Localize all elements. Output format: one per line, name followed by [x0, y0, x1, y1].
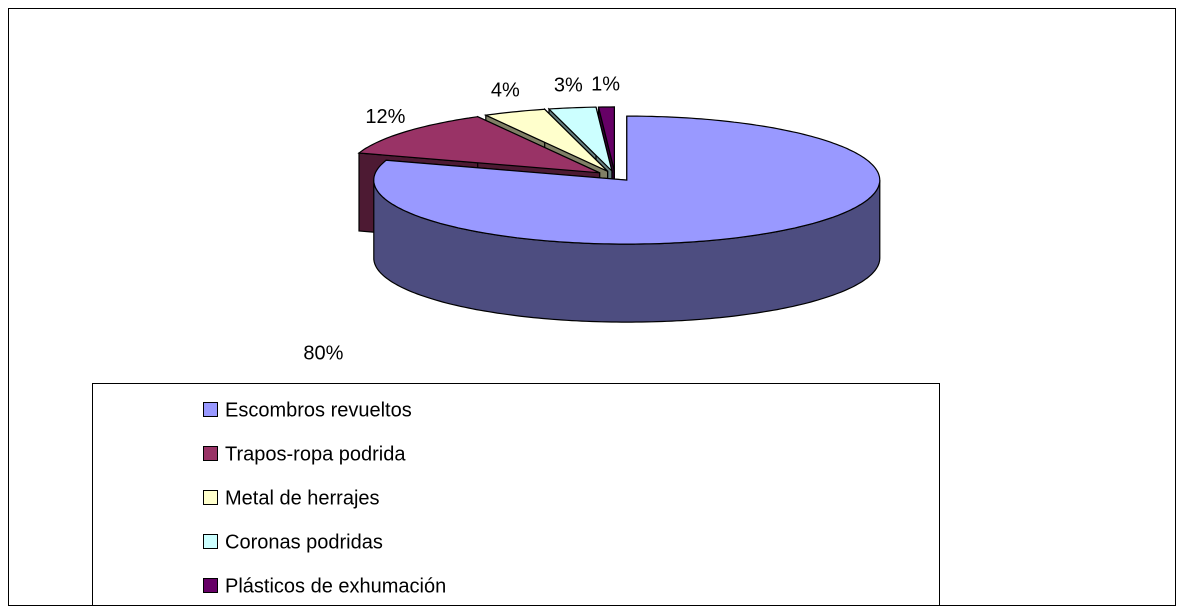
- pie: 80% 12% 4% 3% 1%: [303, 73, 881, 364]
- data-label: 3%: [554, 74, 583, 96]
- legend-label: Metal de herrajes: [225, 487, 380, 509]
- legend-swatch: [203, 446, 218, 461]
- slice-top: [357, 116, 600, 174]
- legend-label: Plásticos de exhumación: [225, 575, 446, 597]
- legend-label: Escombros revueltos: [225, 399, 412, 421]
- legend-swatch: [203, 402, 218, 417]
- data-label: 1%: [591, 73, 620, 95]
- legend-swatch: [203, 578, 218, 593]
- legend-label: Coronas podridas: [225, 531, 383, 553]
- slice-top: [597, 106, 616, 172]
- data-label: 12%: [365, 106, 405, 128]
- data-label: 4%: [491, 80, 520, 102]
- slice-top: [373, 115, 881, 245]
- pie-slice: [373, 115, 881, 323]
- slice-top: [547, 106, 613, 173]
- legend-box: [92, 383, 940, 606]
- legend-swatch: [203, 534, 218, 549]
- slice-top: [483, 108, 609, 172]
- legend: Escombros revueltos Trapos-ropa podrida Me…: [203, 399, 446, 597]
- legend-swatch: [203, 490, 218, 505]
- legend-label: Trapos-ropa podrida: [225, 443, 406, 465]
- data-label: 80%: [303, 342, 343, 364]
